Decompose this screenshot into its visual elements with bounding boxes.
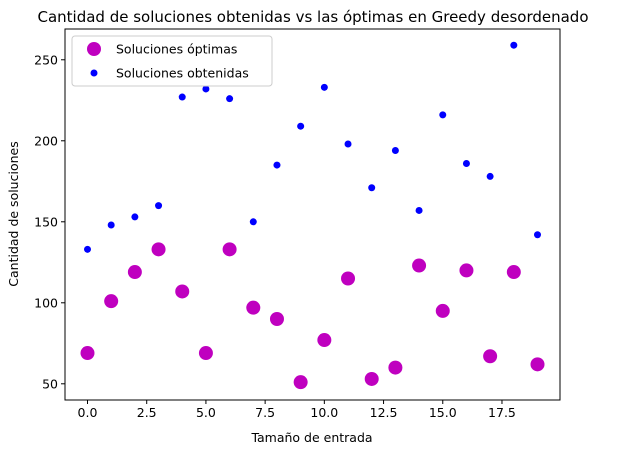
point-optimas [151,242,166,257]
x-tick-label: 15.0 [429,405,457,420]
legend-label-obtenidas: Soluciones obtenidas [116,66,249,81]
point-optimas [222,242,237,257]
y-tick-label: 150 [34,214,58,229]
point-optimas [269,311,284,326]
point-obtenidas [202,85,210,93]
point-obtenidas [155,202,163,210]
point-obtenidas [534,231,541,239]
plot-frame [64,28,561,401]
point-optimas [341,271,356,286]
point-obtenidas [510,41,518,49]
legend-box [71,35,273,87]
point-optimas [435,303,450,318]
series-optimas [80,242,545,390]
point-optimas [127,265,142,280]
y-tick-label: 100 [34,295,58,310]
x-tick-label: 2.5 [137,405,157,420]
x-tick-label: 7.5 [255,405,275,420]
point-obtenidas [131,213,139,221]
point-optimas [483,349,498,364]
legend-label-optimas: Soluciones óptimas [116,42,237,57]
x-tick-label: 10.0 [310,405,338,420]
point-obtenidas [415,206,423,214]
chart-title: Cantidad de soluciones obtenidas vs las … [37,8,588,26]
point-optimas [198,346,213,361]
y-tick-label: 50 [42,376,58,391]
point-obtenidas [439,111,447,119]
point-optimas [104,294,119,309]
point-obtenidas [462,159,470,167]
point-optimas [317,333,332,348]
point-obtenidas [486,172,494,180]
point-obtenidas [178,93,186,101]
point-optimas [364,371,379,386]
legend-marker-obtenidas [90,69,98,77]
point-optimas [246,300,261,315]
y-axis-title: Cantidad de soluciones [6,141,21,286]
y-axis-ticks: 50 100 150 200 250 [34,52,65,391]
x-tick-label: 5.0 [196,405,216,420]
point-obtenidas [84,245,91,253]
point-obtenidas [320,83,328,91]
point-optimas [530,357,545,372]
point-obtenidas [368,184,376,192]
series-obtenidas [84,41,541,253]
point-obtenidas [297,122,305,130]
point-optimas [459,263,474,278]
y-tick-label: 250 [34,52,58,67]
legend: Soluciones óptimas Soluciones obtenidas [71,35,273,87]
point-optimas [506,265,521,280]
x-axis-ticks: 0.0 2.5 5.0 7.5 10.0 12.5 15.0 17.5 [78,400,516,420]
point-obtenidas [249,218,257,226]
point-optimas [293,375,308,390]
point-obtenidas [273,161,281,169]
point-obtenidas [226,95,234,103]
point-optimas [388,360,403,375]
x-tick-label: 17.5 [488,405,516,420]
point-optimas [175,284,190,299]
x-axis-title: Tamaño de entrada [250,430,372,445]
x-tick-label: 12.5 [370,405,398,420]
point-obtenidas [344,140,352,148]
x-tick-label: 0.0 [78,405,98,420]
point-optimas [412,258,427,273]
y-tick-label: 200 [34,133,58,148]
point-obtenidas [107,221,115,229]
legend-marker-optimas [87,42,101,56]
point-obtenidas [391,147,399,155]
point-optimas [80,346,95,361]
data-points [80,41,545,390]
